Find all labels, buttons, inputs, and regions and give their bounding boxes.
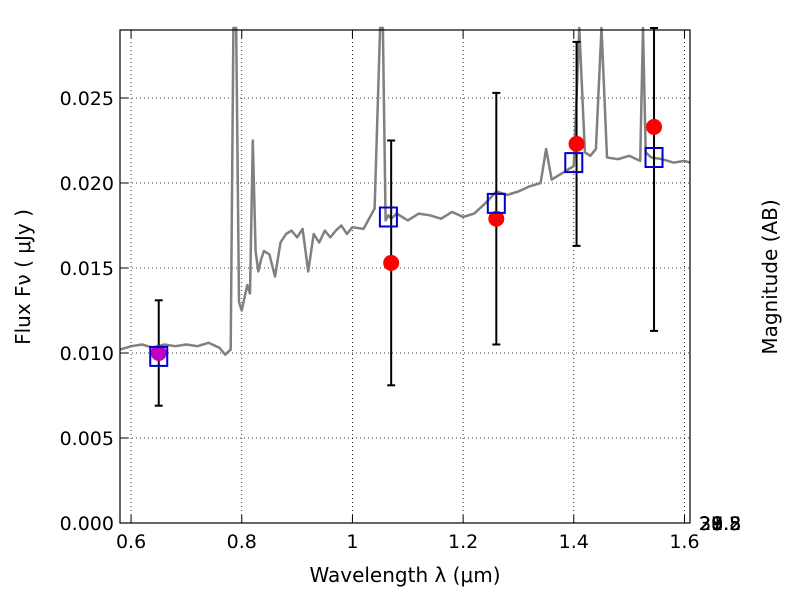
plot-frame: [119, 29, 691, 524]
y-axis-label: Flux Fν ( μJy ): [11, 209, 35, 345]
square-marker: [644, 147, 664, 168]
y2-tick-label: 28: [699, 513, 723, 535]
y2-tick-label: 30: [699, 513, 723, 535]
y-tick-label: 0.010: [60, 343, 114, 365]
y-tick-label: 0.005: [60, 428, 114, 450]
y-tick-label: 0.000: [60, 513, 114, 535]
spectrum: [119, 26, 691, 356]
square-marker: [149, 345, 169, 367]
circle-marker: [150, 345, 167, 361]
y-tick-label: 0.015: [60, 258, 114, 280]
circle-marker: [568, 135, 585, 152]
x-tick-label: 1: [346, 531, 358, 553]
spectrum-line: [119, 26, 691, 356]
y2-tick-label: 27.8: [699, 513, 741, 535]
x-tick-label: 1.4: [559, 531, 589, 553]
y2-tick-label: 28.2: [699, 513, 741, 535]
square-marker: [564, 152, 584, 174]
x-tick-label: 0.6: [116, 531, 146, 553]
y-tick-label: 0.025: [60, 88, 114, 110]
circle-marker: [646, 118, 663, 135]
y2-axis-label: Magnitude (AB): [758, 199, 782, 354]
y2-tick-label: 31: [699, 513, 723, 535]
y2-tick-label: 29.5: [699, 513, 741, 535]
x-tick-label: 1.6: [669, 531, 699, 553]
circle-marker: [383, 254, 400, 271]
x-tick-label: 0.8: [227, 531, 257, 553]
y-axis-ticks: 0.000 0.005 0.010 0.015 0.020 0.025: [60, 88, 128, 535]
circle-marker: [488, 210, 505, 227]
y-tick-label: 0.020: [60, 173, 114, 195]
markers: [149, 118, 664, 367]
x-axis-ticks: 0.6 0.8 1 1.2 1.4 1.6: [116, 30, 700, 553]
x-axis-label: Wavelength λ (μm): [309, 563, 500, 587]
square-marker: [486, 192, 506, 214]
y2-tick-label: 28.5: [699, 513, 741, 535]
square-marker: [378, 206, 398, 228]
y2-tick-label: 29: [699, 513, 723, 535]
x-tick-label: 1.2: [448, 531, 478, 553]
